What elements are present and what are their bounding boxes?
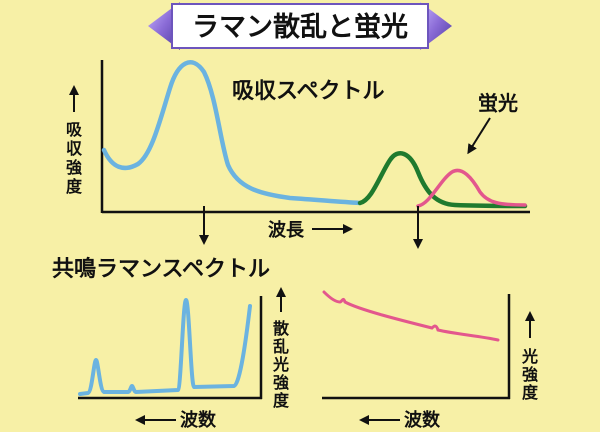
absorption-panel: 吸 収 強 度 吸収スペクトル 蛍光 波長	[66, 60, 530, 241]
green-absorption-band	[357, 151, 528, 209]
title-box	[171, 3, 429, 49]
raman-x-axis-label: 波数	[180, 409, 217, 431]
raman-y-label-5: 度	[273, 391, 290, 410]
fluorescence-curve	[416, 168, 527, 208]
raman-y-label-4: 強	[273, 373, 289, 392]
fluor-x-axis-label: 波数	[404, 409, 441, 431]
top-y-label-2: 収	[66, 139, 83, 158]
top-y-label-1: 吸	[66, 120, 83, 139]
absorption-curve	[101, 60, 363, 206]
title-banner: ラマン散乱と蛍光	[148, 2, 452, 50]
top-y-label-3: 強	[66, 158, 82, 177]
fluor-y-label-1: 光	[521, 347, 538, 366]
raman-spectrum-curve	[78, 298, 252, 396]
page-title: ラマン散乱と蛍光	[192, 12, 408, 43]
fluor-y-label-3: 度	[522, 383, 539, 402]
raman-panel: 波数 散 乱 光 強 度	[78, 287, 290, 431]
absorption-spectrum-label: 吸収スペクトル	[232, 79, 384, 104]
raman-y-label-1: 散	[273, 319, 290, 338]
raman-y-label-2: 乱	[273, 337, 289, 356]
fluorescence-pointer-arrow	[467, 117, 491, 155]
fluorescence-panel: 波数 光 強 度	[322, 290, 539, 431]
raman-y-label-3: 光	[272, 355, 289, 374]
wavelength-label: 波長	[268, 219, 305, 241]
resonance-raman-label: 共鳴ラマンスペクトル	[52, 257, 270, 282]
fluorescence-label: 蛍光	[478, 91, 518, 115]
top-y-label-4: 度	[66, 177, 83, 196]
fluor-y-label-2: 強	[522, 365, 538, 384]
fluorescence-spectrum-curve	[322, 290, 500, 342]
